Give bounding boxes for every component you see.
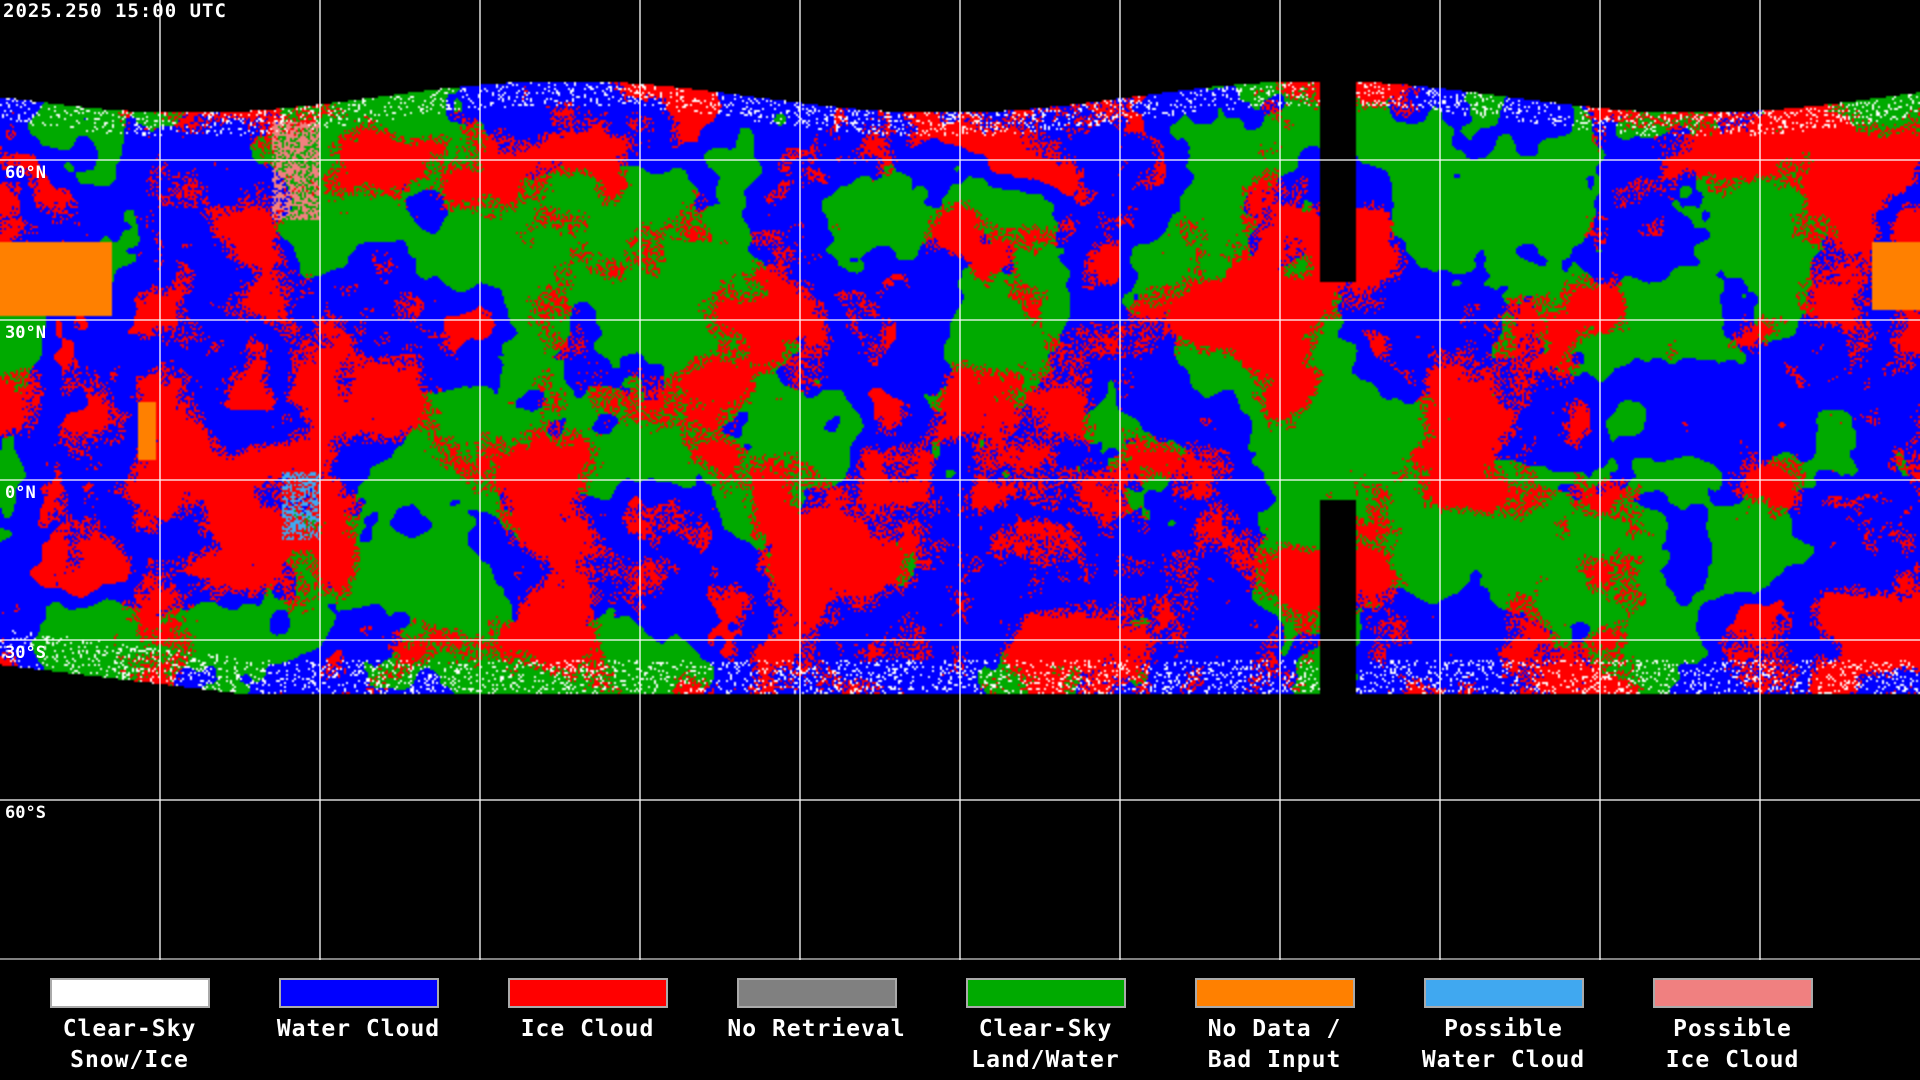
legend-label: No Data / (1207, 1016, 1342, 1042)
lat-lon-grid (0, 0, 1920, 960)
legend-label: Ice Cloud (520, 1016, 655, 1042)
timestamp-title: 2025.250 15:00 UTC (3, 0, 227, 22)
legend-swatch (1652, 978, 1813, 1008)
legend-item: Water Cloud (244, 978, 473, 1045)
legend-label: Snow/Ice (70, 1047, 189, 1073)
legend-label: No Retrieval (727, 1016, 906, 1042)
legend-swatch (49, 978, 210, 1008)
legend-item: No Retrieval (702, 978, 931, 1045)
legend: Clear-Sky Snow/Ice Water Cloud Ice Cloud … (0, 962, 1920, 1080)
legend-label: Possible (1673, 1016, 1792, 1042)
lat-label-60s: 60°S (5, 803, 46, 823)
legend-label: Clear-Sky (62, 1016, 197, 1042)
legend-swatch (736, 978, 897, 1008)
legend-swatch (965, 978, 1126, 1008)
lat-label-0n: 0°N (5, 483, 36, 503)
legend-label: Land/Water (971, 1047, 1120, 1073)
lat-label-30s: 30°S (5, 643, 46, 663)
legend-swatch (278, 978, 439, 1008)
legend-item: No Data / Bad Input (1160, 978, 1389, 1076)
legend-item: Clear-Sky Land/Water (931, 978, 1160, 1076)
legend-item: Possible Ice Cloud (1618, 978, 1847, 1076)
legend-label: Ice Cloud (1665, 1047, 1800, 1073)
legend-label: Clear-Sky (978, 1016, 1113, 1042)
legend-swatch (1194, 978, 1355, 1008)
lat-label-60n: 60°N (5, 163, 46, 183)
legend-label: Water Cloud (276, 1016, 441, 1042)
legend-swatch (507, 978, 668, 1008)
legend-item: Clear-Sky Snow/Ice (15, 978, 244, 1076)
legend-item: Possible Water Cloud (1389, 978, 1618, 1076)
lat-label-30n: 30°N (5, 323, 46, 343)
legend-item: Ice Cloud (473, 978, 702, 1045)
legend-label: Possible (1444, 1016, 1563, 1042)
legend-label: Bad Input (1207, 1047, 1342, 1073)
legend-swatch (1423, 978, 1584, 1008)
legend-label: Water Cloud (1421, 1047, 1586, 1073)
